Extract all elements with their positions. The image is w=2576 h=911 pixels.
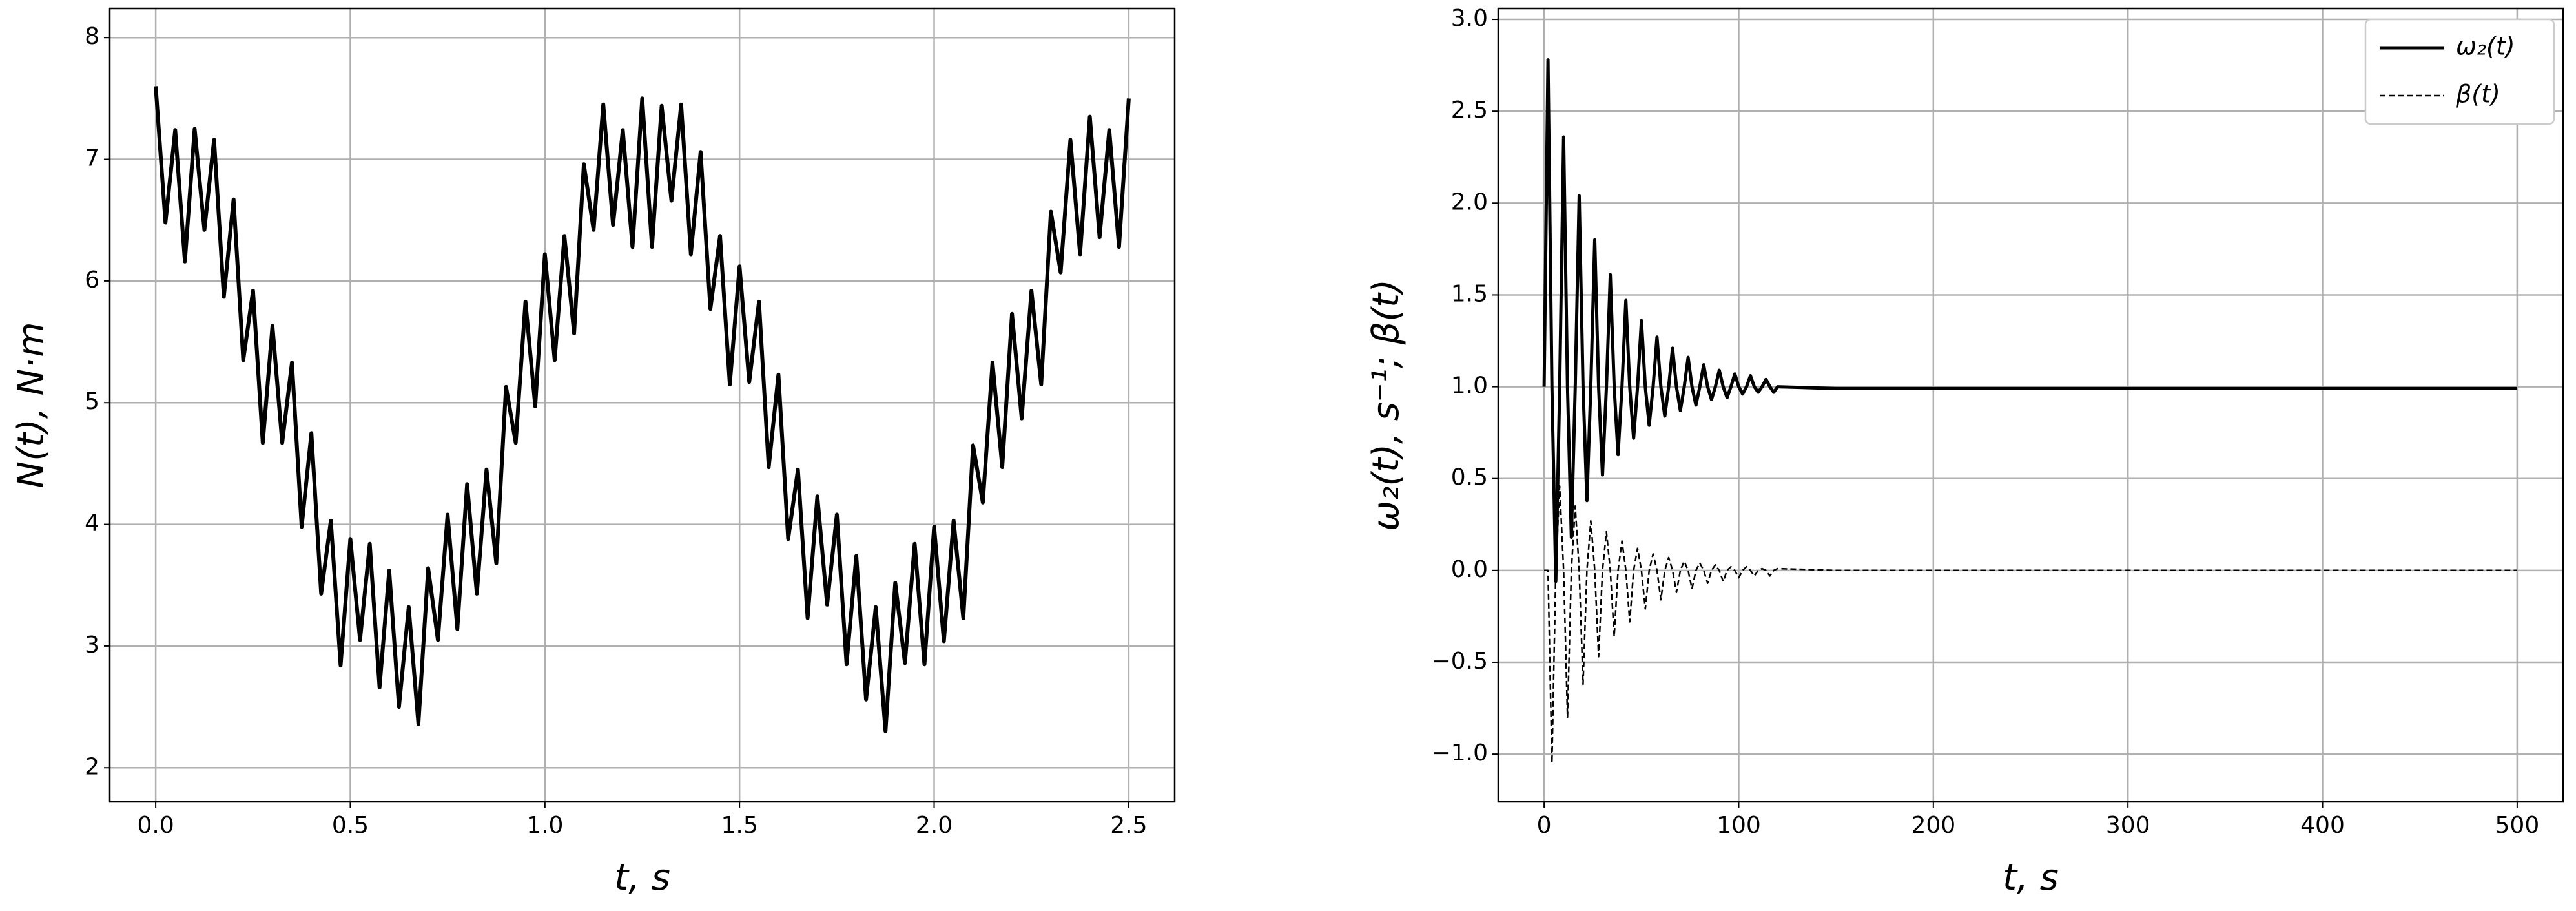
plot-frame bbox=[108, 7, 1176, 803]
x-tick-label: 0.0 bbox=[137, 812, 174, 839]
x-tick-label: 200 bbox=[1911, 812, 1955, 839]
y-tick-label: 7 bbox=[85, 145, 99, 172]
x-tick-label: 0 bbox=[1537, 812, 1552, 839]
series-line bbox=[154, 86, 1131, 733]
series-line bbox=[1544, 485, 2517, 764]
y-tick-label: 1.5 bbox=[1451, 280, 1488, 307]
y-tick-label: 5 bbox=[85, 388, 99, 415]
y-axis-label: N(t), N·m bbox=[10, 322, 52, 488]
x-axis-label: t, s bbox=[614, 857, 670, 899]
y-tick-label: 6 bbox=[85, 267, 99, 293]
x-tick-label: 500 bbox=[2495, 812, 2540, 839]
y-tick-label: 4 bbox=[85, 510, 99, 537]
y-tick-label: −1.0 bbox=[1432, 740, 1488, 766]
x-tick-label: 400 bbox=[2300, 812, 2345, 839]
x-tick-label: 2.5 bbox=[1110, 812, 1147, 839]
legend-label: β(t) bbox=[2455, 80, 2500, 109]
x-tick-label: 100 bbox=[1716, 812, 1761, 839]
x-tick-label: 2.0 bbox=[916, 812, 953, 839]
y-tick-label: 1.0 bbox=[1451, 373, 1488, 399]
y-tick-label: 0.5 bbox=[1451, 465, 1488, 491]
x-tick-label: 1.0 bbox=[526, 812, 563, 839]
y-tick-label: 8 bbox=[85, 23, 99, 50]
y-tick-label: 0.0 bbox=[1451, 556, 1488, 583]
y-tick-label: 2.5 bbox=[1451, 97, 1488, 123]
legend-box bbox=[2364, 18, 2555, 125]
y-tick-label: 3 bbox=[85, 632, 99, 658]
y-tick-label: −0.5 bbox=[1432, 648, 1488, 675]
plot-frame bbox=[1497, 7, 2564, 803]
series-line bbox=[1542, 58, 2517, 583]
x-tick-label: 300 bbox=[2106, 812, 2150, 839]
x-tick-label: 0.5 bbox=[332, 812, 369, 839]
y-axis-label: ω₂(t), s⁻¹; β(t) bbox=[1365, 279, 1407, 531]
y-tick-label: 2 bbox=[85, 753, 99, 780]
y-tick-label: 3.0 bbox=[1451, 5, 1488, 32]
y-tick-label: 2.0 bbox=[1451, 189, 1488, 215]
x-axis-label: t, s bbox=[2003, 857, 2059, 899]
legend-label: ω₂(t) bbox=[2456, 32, 2515, 61]
x-tick-label: 1.5 bbox=[721, 812, 758, 839]
